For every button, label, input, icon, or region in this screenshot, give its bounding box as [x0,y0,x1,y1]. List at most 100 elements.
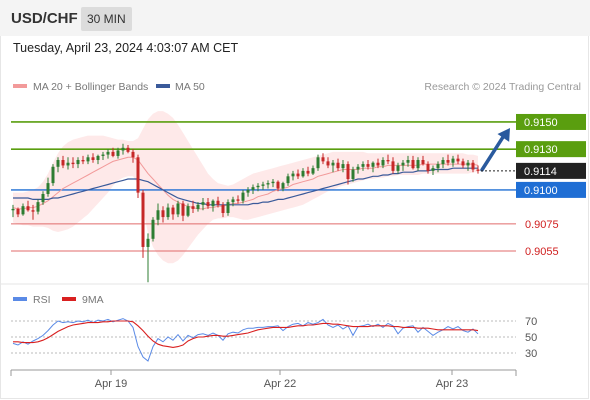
candle-body [386,160,390,162]
rsi-panel: 70 50 30 [11,316,537,362]
candle-body [311,168,315,174]
candle [271,179,275,188]
ma9-legend-label: 9MA [82,294,104,306]
candle [96,154,100,165]
candle [326,157,330,169]
candle-body [86,157,90,162]
candle-body [126,147,130,152]
candle-body [296,173,300,177]
interval-button[interactable]: 30 MIN [81,7,132,31]
bollinger-band-area [13,111,478,264]
candle-body [46,183,50,194]
ma50-line [13,167,478,206]
level-tag-0.9100 [516,181,586,198]
ma9-legend-swatch [62,297,76,301]
candle [426,161,430,174]
candle-body [256,185,260,188]
candle-body [166,207,170,218]
candle-body [56,160,60,167]
candle-body [316,157,320,169]
candle-body [426,164,430,171]
bollinger-band-layer [13,111,478,264]
candle [26,200,30,212]
candle [186,203,190,218]
candle [111,147,115,158]
forecast-arrow-head [497,127,510,142]
rsi-legend-swatch [13,297,27,301]
candle-body [331,162,335,166]
ma50-legend-swatch [156,84,170,88]
candle-body [376,162,380,166]
candle [346,161,350,185]
candle [231,196,235,207]
candle [301,168,305,178]
candle [91,153,95,163]
candle [396,162,400,174]
candle-body [326,161,330,166]
candle-body [206,202,210,207]
candle [391,157,395,174]
candle-body [171,207,175,215]
candle [436,161,440,173]
candle-body [271,181,275,184]
level-label-0.9075: 0.9075 [525,219,559,231]
candle [421,155,425,166]
candle [81,155,85,165]
candle [181,200,185,222]
candle [66,157,70,170]
candle-body [281,183,285,189]
candle [316,154,320,171]
candle [106,149,110,159]
candle [371,161,375,173]
level-label-0.9055: 0.9055 [525,246,559,258]
candle [351,166,355,182]
candle [161,206,165,223]
candle [61,155,65,169]
candle-body [151,219,155,239]
candle-body [346,164,350,180]
candle [146,233,150,283]
candle [246,187,250,197]
candle [266,180,270,189]
candle-body [141,192,145,247]
candle [36,199,40,215]
candle [166,203,170,220]
candle-body [416,160,420,169]
candle [406,155,410,167]
candle-body [111,151,115,156]
candle [356,164,360,174]
candle [376,158,380,169]
level-tag-0.9130 [516,141,586,158]
candle [431,165,435,175]
candle [116,147,120,159]
x-axis-tick-label: Apr 23 [436,378,468,390]
candle [206,198,210,209]
candle [476,165,480,174]
candle-body [406,160,410,163]
candle-body [81,160,85,162]
candle [471,160,475,173]
candle-body [106,151,110,155]
ma20-legend-swatch [13,84,27,88]
candle [126,145,130,154]
candle [381,157,385,169]
candle-body [446,160,450,163]
rsi-legend-label: RSI [33,294,51,306]
candle-body [211,200,215,207]
candle-body [401,162,405,166]
candle-body [476,169,480,171]
candle-body [116,150,120,156]
candle-body [36,202,40,212]
candle-body [16,208,20,215]
candle [191,200,195,213]
candle-body [336,162,340,169]
candle [51,164,55,186]
candle-body [146,238,150,247]
candle-body [91,157,95,161]
candle-body [361,164,365,167]
candles-layer [11,143,480,283]
current-price-label: 0.9114 [524,166,557,178]
candle [41,191,45,205]
candle-body [121,147,125,151]
